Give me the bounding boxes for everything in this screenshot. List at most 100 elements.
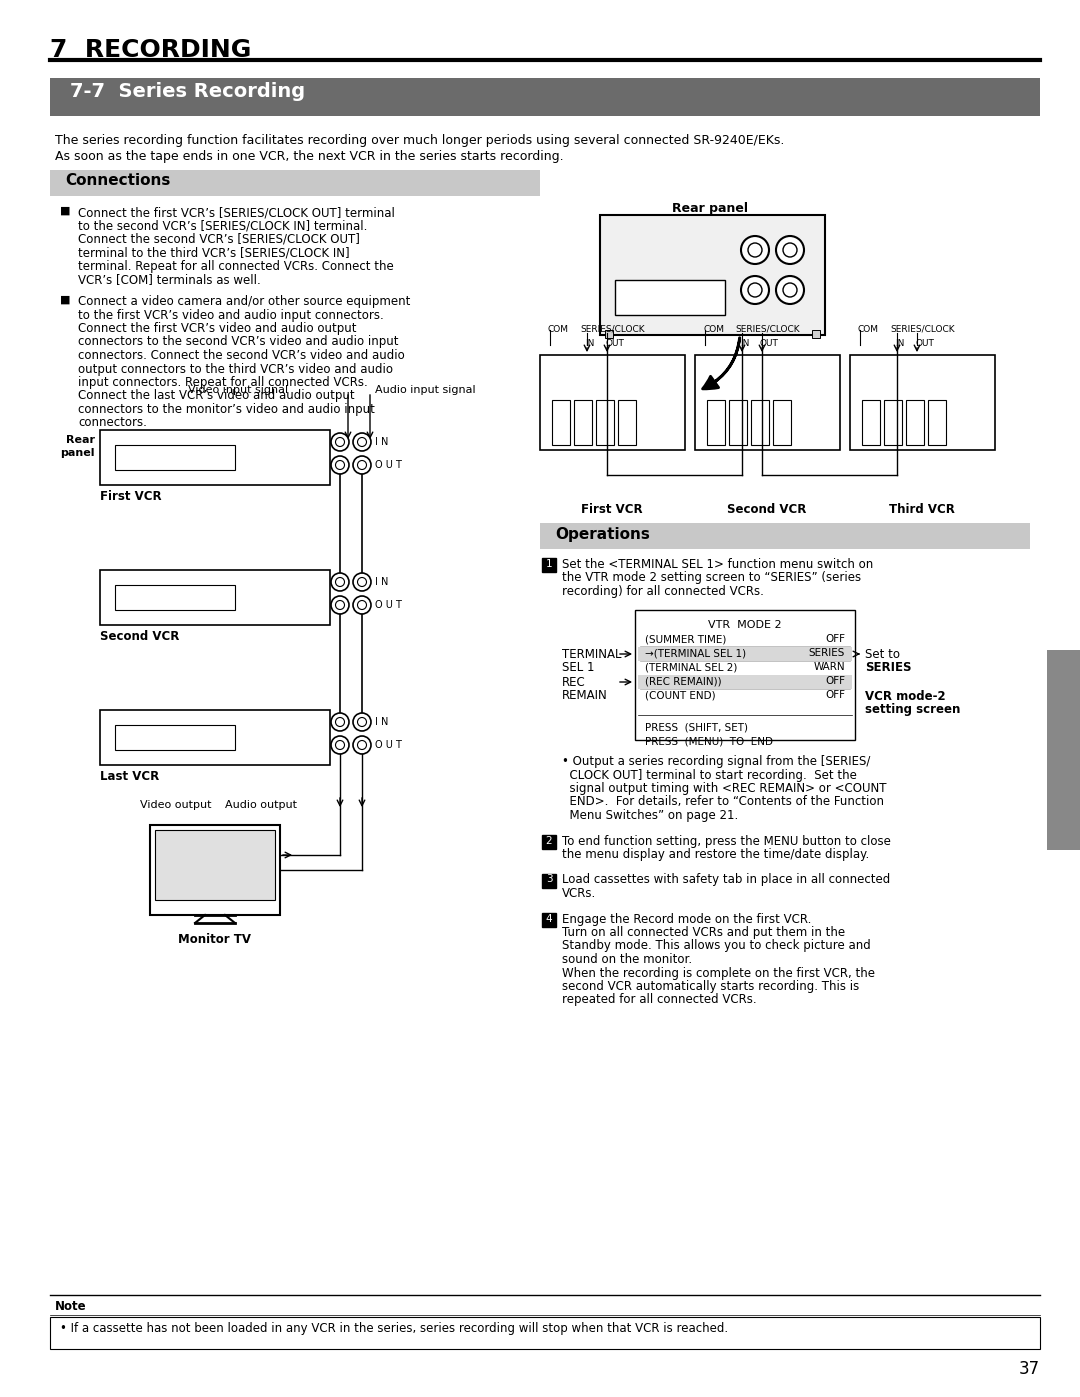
Text: TERMINAL: TERMINAL [562,648,621,661]
Text: 1: 1 [545,559,552,569]
Text: COM: COM [703,326,724,334]
Text: Video output: Video output [140,800,212,810]
Bar [615,279,725,314]
Text: SERIES/CLOCK: SERIES/CLOCK [735,326,799,334]
Text: signal output timing with <REC REMAIN> or <COUNT: signal output timing with <REC REMAIN> o… [562,782,887,795]
Text: OUT: OUT [760,339,779,348]
Text: The series recording function facilitates recording over much longer periods usi: The series recording function facilitate… [55,134,784,147]
Text: (SUMMER TIME): (SUMMER TIME) [645,634,727,644]
Text: Second VCR: Second VCR [727,503,807,515]
Text: Connect the second VCR’s [SERIES/CLOCK OUT]: Connect the second VCR’s [SERIES/CLOCK O… [78,233,360,246]
Text: OUT: OUT [915,339,934,348]
Bar [50,170,540,196]
Text: PRESS  (MENU)  TO  END: PRESS (MENU) TO END [645,736,773,746]
Text: input connectors. Repeat for all connected VCRs.: input connectors. Repeat for all connect… [78,376,368,388]
Text: To end function setting, press the MENU button to close: To end function setting, press the MENU … [562,834,891,848]
Circle shape [783,284,797,298]
Text: sound on the monitor.: sound on the monitor. [562,953,692,965]
Text: connectors to the monitor’s video and audio input: connectors to the monitor’s video and au… [78,402,375,416]
Text: the VTR mode 2 setting screen to “SERIES” (series: the VTR mode 2 setting screen to “SERIES… [562,571,861,584]
Text: OUT: OUT [605,339,624,348]
Text: setting screen: setting screen [865,703,960,717]
Bar [542,834,556,848]
Bar [100,430,330,485]
Text: Connect the first VCR’s video and audio output: Connect the first VCR’s video and audio … [78,321,356,335]
Bar [596,400,615,446]
Bar [862,400,880,446]
Bar [812,330,820,338]
Text: • If a cassette has not been loaded in any VCR in the series, series recording w: • If a cassette has not been loaded in a… [60,1322,728,1336]
Text: CLOCK OUT] terminal to start recording.  Set the: CLOCK OUT] terminal to start recording. … [562,768,856,781]
Bar [850,355,995,450]
Text: VTR  MODE 2: VTR MODE 2 [708,620,782,630]
Bar [751,400,769,446]
Circle shape [336,577,345,587]
Text: Audio input signal: Audio input signal [375,386,475,395]
Text: terminal to the third VCR’s [SERIES/CLOCK IN]: terminal to the third VCR’s [SERIES/CLOC… [78,246,350,260]
Bar [542,873,556,887]
Bar [552,400,570,446]
Circle shape [336,461,345,469]
Text: Connect the first VCR’s [SERIES/CLOCK OUT] terminal: Connect the first VCR’s [SERIES/CLOCK OU… [78,205,395,219]
Text: O U T: O U T [375,460,402,469]
Text: Last VCR: Last VCR [100,770,159,782]
Bar [635,610,855,740]
Text: second VCR automatically starts recording. This is: second VCR automatically starts recordin… [562,981,860,993]
Text: terminal. Repeat for all connected VCRs. Connect the: terminal. Repeat for all connected VCRs.… [78,260,394,272]
Bar [50,1317,1040,1350]
Text: connectors to the second VCR’s video and audio input: connectors to the second VCR’s video and… [78,335,399,348]
Text: VCRs.: VCRs. [562,887,596,900]
Text: →(TERMINAL SEL 1): →(TERMINAL SEL 1) [645,648,746,658]
Text: 7  RECORDING: 7 RECORDING [50,38,252,61]
Bar [542,557,556,571]
Text: COM: COM [858,326,879,334]
Text: END>.  For details, refer to “Contents of the Function: END>. For details, refer to “Contents of… [562,795,885,809]
Text: Rear panel: Rear panel [672,203,748,215]
Text: Set the <TERMINAL SEL 1> function menu switch on: Set the <TERMINAL SEL 1> function menu s… [562,557,874,571]
Text: Connect the last VCR’s video and audio output: Connect the last VCR’s video and audio o… [78,390,354,402]
Text: (REC REMAIN)): (REC REMAIN)) [645,676,721,686]
Bar [928,400,946,446]
Text: connectors.: connectors. [78,416,147,429]
Bar [600,215,825,335]
Text: SERIES/CLOCK: SERIES/CLOCK [890,326,955,334]
Text: I N: I N [375,437,389,447]
Text: First VCR: First VCR [100,490,162,503]
Circle shape [336,718,345,726]
Circle shape [330,455,349,474]
Text: ■: ■ [60,205,70,217]
Circle shape [353,736,372,754]
Text: SERIES/CLOCK: SERIES/CLOCK [580,326,645,334]
Text: Engage the Record mode on the first VCR.: Engage the Record mode on the first VCR. [562,912,811,925]
Text: SERIES: SERIES [865,661,912,673]
Circle shape [748,243,762,257]
Circle shape [353,455,372,474]
Bar [729,400,747,446]
Text: REMAIN: REMAIN [562,689,608,703]
Bar [114,585,235,610]
Bar [100,570,330,624]
Bar [1047,650,1080,849]
Bar [50,78,1040,116]
Text: 4: 4 [545,914,552,923]
Text: to the second VCR’s [SERIES/CLOCK IN] terminal.: to the second VCR’s [SERIES/CLOCK IN] te… [78,219,367,232]
Text: the menu display and restore the time/date display.: the menu display and restore the time/da… [562,848,869,861]
Text: output connectors to the third VCR’s video and audio: output connectors to the third VCR’s vid… [78,362,393,376]
Bar [707,400,725,446]
Text: OFF: OFF [825,676,845,686]
Text: WARN: WARN [813,662,845,672]
Text: Connections: Connections [65,173,171,189]
Circle shape [777,236,804,264]
Bar [540,355,685,450]
Bar [114,446,235,469]
Text: VCR’s [COM] terminals as well.: VCR’s [COM] terminals as well. [78,274,260,286]
Bar [150,826,280,915]
Bar [885,400,902,446]
Text: recording) for all connected VCRs.: recording) for all connected VCRs. [562,585,764,598]
Text: As soon as the tape ends in one VCR, the next VCR in the series starts recording: As soon as the tape ends in one VCR, the… [55,149,564,163]
Text: OFF: OFF [825,690,845,700]
Bar [638,647,852,661]
Circle shape [783,243,797,257]
Text: ■: ■ [60,295,70,305]
Bar [605,330,613,338]
